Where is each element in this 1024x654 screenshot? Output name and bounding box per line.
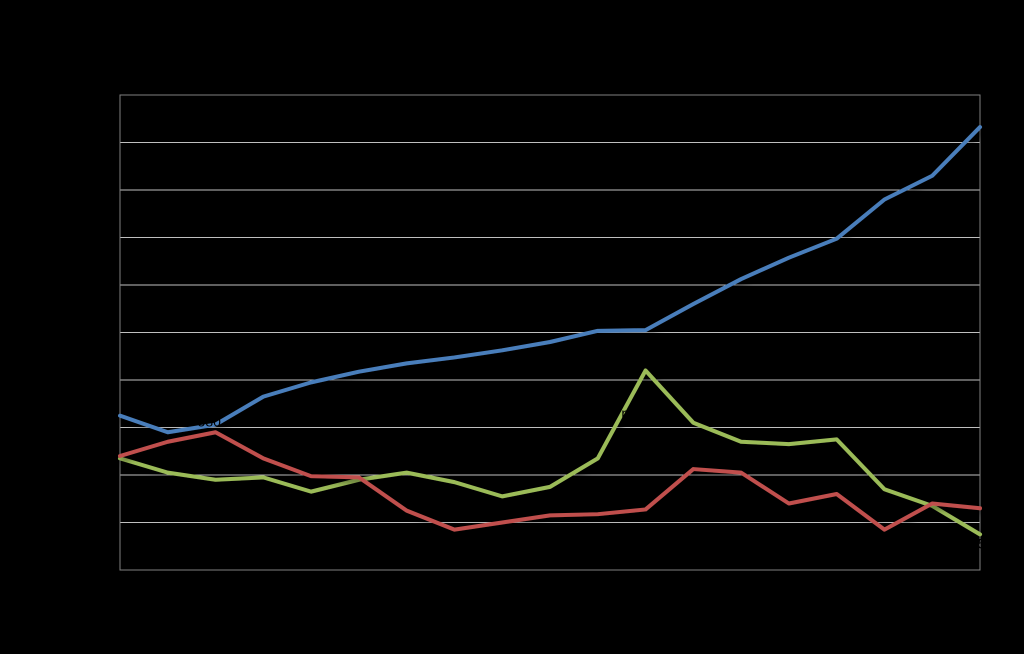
- svg-text:1007: 1007: [573, 308, 604, 324]
- line-chart: 61210071660380150580Annual precip.T h i …: [0, 0, 1024, 654]
- svg-text:580: 580: [198, 413, 222, 429]
- svg-text:1660: 1660: [910, 153, 941, 169]
- svg-text:150: 150: [970, 535, 994, 551]
- chart-annotation: T h i i ( ): [526, 520, 577, 536]
- chart-svg: 61210071660380150580Annual precip.T h i …: [0, 0, 1024, 654]
- svg-text:380: 380: [191, 485, 215, 501]
- chart-annotation: Annual precip.: [574, 405, 664, 421]
